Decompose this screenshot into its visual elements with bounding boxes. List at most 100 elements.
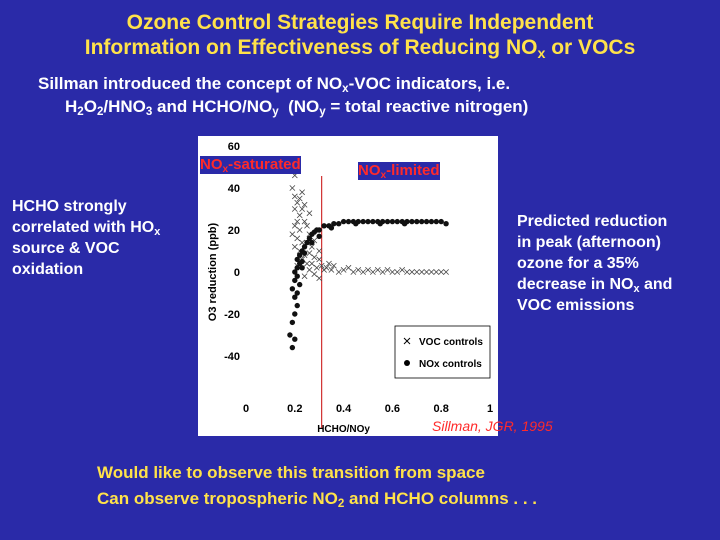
- voc-controls-point: [418, 269, 425, 275]
- subtitle-l1-end: -VOC indicators, i.e.: [348, 74, 511, 93]
- voc-controls-point: [291, 243, 298, 250]
- nox-limited-text: NO: [358, 162, 381, 179]
- voc-controls-point: [306, 250, 313, 256]
- subtitle-l2-b: O: [83, 97, 97, 116]
- voc-controls-point: [308, 260, 315, 267]
- subtitle-l1-text: Sillman introduced the concept of NO: [38, 74, 343, 93]
- subtitle-l2-e-sub: y: [319, 106, 326, 119]
- voc-controls-point: [328, 267, 335, 273]
- right-note-line-3: ozone for a 35%: [517, 255, 639, 272]
- voc-controls-point: [299, 206, 306, 212]
- citation: Sillman, JGR, 1995: [432, 418, 553, 434]
- voc-controls-point: [316, 256, 323, 263]
- chart-panel: -40 -20 0 20 40 60 0 0.2 0.4 0.6 0.8 1 O3 reduction …: [198, 136, 498, 436]
- nox-saturated-sub: x: [222, 163, 229, 175]
- voc-controls-point: [291, 206, 298, 212]
- y-tick-label: 20: [228, 225, 240, 237]
- right-note-l4-sub: x: [633, 283, 640, 296]
- x-tick-label: 0.8: [434, 403, 449, 415]
- bottom-l2-end: and HCHO columns . . .: [344, 489, 537, 508]
- voc-controls-point: [316, 275, 323, 282]
- voc-controls-point: [443, 269, 449, 275]
- subtitle-l2-b-sub: 2: [96, 106, 104, 119]
- nox-controls-point: [304, 239, 310, 246]
- nox-controls-point: [294, 290, 300, 296]
- slide-title: Ozone Control Strategies Require Indepen…: [0, 10, 720, 62]
- right-note-line-2: in peak (afternoon): [517, 234, 662, 251]
- voc-controls-point: [389, 269, 396, 275]
- voc-controls-point: [289, 231, 296, 238]
- voc-controls-point: [296, 227, 303, 233]
- voc-controls-point: [409, 269, 415, 275]
- nox-saturated-end: -saturated: [228, 156, 301, 173]
- nox-controls-point: [292, 269, 298, 275]
- voc-controls-point: [323, 264, 330, 271]
- voc-controls-point: [374, 267, 381, 273]
- nox-controls-point: [409, 218, 415, 225]
- subtitle-l2-c: /HNO: [103, 97, 146, 116]
- title-line-2-end: or VOCs: [545, 36, 636, 59]
- x-tick-label: 0.4: [336, 403, 352, 415]
- voc-controls-point: [306, 210, 313, 217]
- nox-limited-label: NOx-limited: [358, 162, 440, 180]
- voc-controls-point: [330, 262, 337, 269]
- voc-controls-point: [423, 269, 430, 275]
- chart-legend: VOC controls NOx controls: [394, 325, 491, 379]
- nox-controls-point: [292, 311, 298, 317]
- nox-controls-point: [299, 265, 305, 271]
- nox-controls-point: [316, 227, 322, 233]
- y-tick-label: -20: [224, 309, 240, 321]
- x-tick-label: 0.2: [287, 403, 302, 415]
- x-tick-label: 1: [487, 403, 493, 415]
- title-line-2-sub: x: [537, 45, 546, 62]
- voc-controls-point: [294, 218, 301, 225]
- voc-controls-point: [399, 267, 406, 273]
- nox-controls-point: [294, 256, 300, 263]
- left-note-l2-sub: x: [154, 226, 161, 239]
- legend-nox-marker: [404, 360, 410, 366]
- voc-controls-point: [316, 248, 323, 254]
- bottom-l2-text: Can observe tropospheric NO: [97, 489, 338, 508]
- left-note-line-3: source & VOC: [12, 240, 120, 257]
- nox-controls-point: [292, 277, 298, 284]
- voc-controls-point: [299, 189, 306, 196]
- left-note-l2-text: correlated with HO: [12, 219, 155, 236]
- nox-limited-sub: x: [380, 169, 387, 181]
- nox-controls-point: [428, 218, 435, 225]
- voc-controls-point: [294, 199, 301, 206]
- subtitle-line-1: Sillman introduced the concept of NOx-VO…: [38, 74, 511, 95]
- nox-controls-point: [370, 218, 376, 225]
- nox-controls-point: [292, 336, 298, 342]
- subtitle-l2-c-sub: 3: [145, 106, 153, 119]
- nox-controls-point: [299, 258, 305, 265]
- voc-controls-point: [311, 254, 318, 261]
- left-note-line-2: correlated with HOx: [12, 217, 160, 238]
- legend-box: [394, 325, 491, 379]
- voc-controls-point: [360, 269, 367, 275]
- nox-controls-point: [289, 319, 296, 326]
- voc-controls-point: [379, 269, 386, 275]
- y-tick-label: 40: [228, 183, 240, 195]
- bottom-line-2: Can observe tropospheric NO2 and HCHO co…: [97, 486, 697, 512]
- nox-controls-point: [394, 218, 400, 225]
- voc-controls-point: [289, 185, 296, 191]
- bottom-l2-sub: 2: [337, 498, 345, 511]
- voc-controls-point: [350, 269, 357, 275]
- nox-controls-point: [301, 244, 308, 250]
- nox-controls-point: [365, 218, 371, 225]
- nox-controls-point: [345, 218, 352, 225]
- voc-controls-point: [433, 269, 440, 275]
- y-axis-label: O3 reduction (ppb): [207, 222, 219, 321]
- voc-controls-point: [340, 267, 347, 273]
- voc-controls-point: [296, 195, 303, 202]
- left-note-line-1: HCHO strongly: [12, 198, 127, 215]
- y-tick-label: -40: [224, 351, 240, 363]
- nox-controls-point: [294, 273, 300, 279]
- nox-saturated-text: NO: [200, 156, 223, 173]
- nox-controls-point: [443, 221, 449, 227]
- x-tick-label: 0: [243, 403, 249, 415]
- nox-controls-point: [401, 221, 408, 227]
- chart-marks: [287, 157, 449, 351]
- nox-controls-point: [336, 221, 342, 227]
- voc-controls-point: [413, 269, 420, 275]
